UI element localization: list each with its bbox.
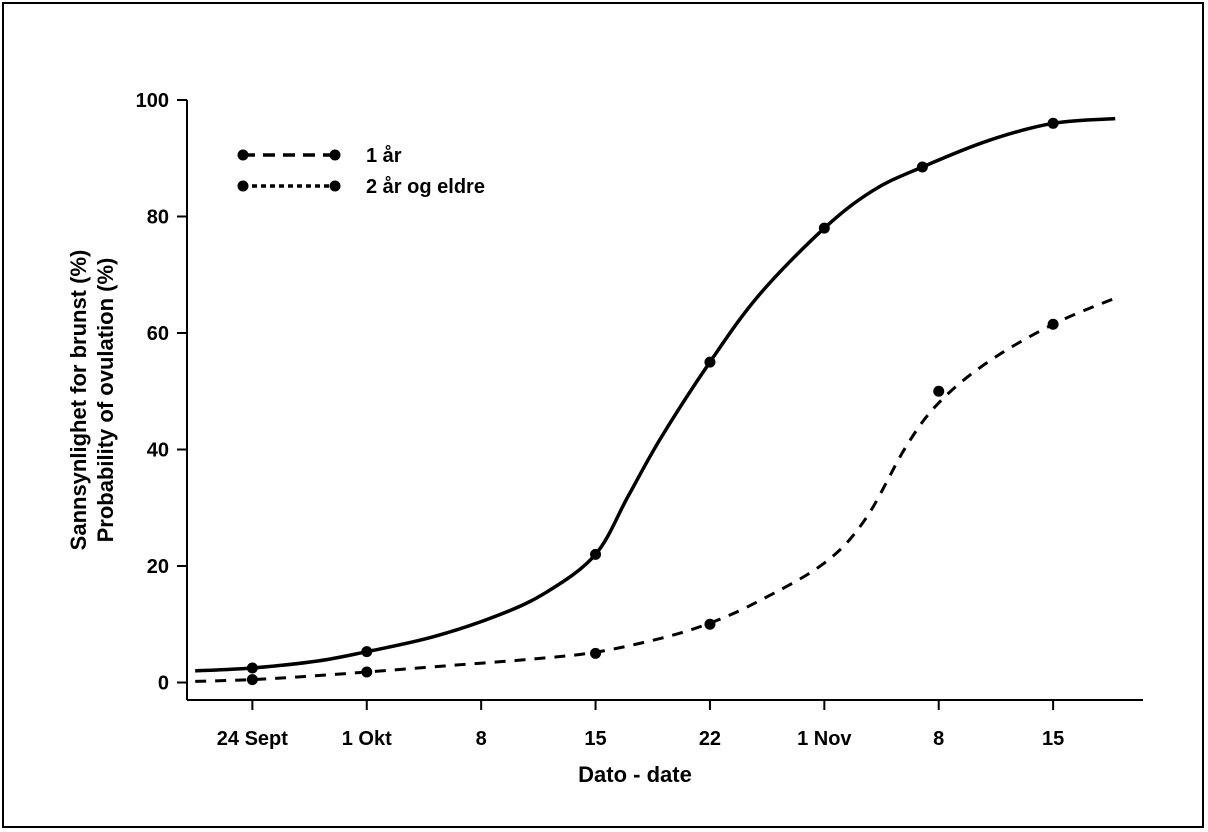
y-tick-label-20: 20 xyxy=(147,556,169,578)
series-1-point-2 xyxy=(590,548,602,560)
series-0-point-5 xyxy=(1047,318,1059,330)
series-0-point-1 xyxy=(361,666,373,678)
series-0-point-2 xyxy=(590,647,602,659)
y-tick-group: 0 20 40 60 80 100 xyxy=(136,90,187,695)
series-curve-1 xyxy=(195,116,1116,673)
x-tick-label-2: 8 xyxy=(476,728,487,750)
y-axis-label-english: Probability of ovulation (%) xyxy=(93,258,118,543)
series-1-point-4 xyxy=(818,222,830,234)
x-tick-label-6: 8 xyxy=(933,728,944,750)
legend: 1 år 2 år og eldre xyxy=(237,144,485,198)
series-1-point-6 xyxy=(1047,117,1059,129)
axes xyxy=(186,100,1143,701)
legend-marker-2-aar-right xyxy=(329,180,341,192)
x-tick-group: 24 Sept 1 Okt 8 15 22 1 Nov 8 15 xyxy=(217,700,1064,750)
legend-marker-1-aar-right xyxy=(329,149,341,161)
curve-group xyxy=(195,116,1116,683)
series-0-point-4 xyxy=(933,385,945,397)
y-tick-label-100: 100 xyxy=(136,90,169,112)
y-axis-label-norwegian: Sannsynlighet for brunst (%) xyxy=(66,250,91,551)
point-group xyxy=(246,117,1059,686)
legend-label-2-aar-og-eldre: 2 år og eldre xyxy=(366,175,485,198)
series-1-point-1 xyxy=(361,646,373,658)
y-tick-label-60: 60 xyxy=(147,323,169,345)
series-1-point-0 xyxy=(246,662,258,674)
y-tick-label-80: 80 xyxy=(147,207,169,229)
series-0-point-3 xyxy=(704,618,716,630)
y-tick-label-40: 40 xyxy=(147,440,169,462)
legend-label-1-aar: 1 år xyxy=(366,144,402,167)
series-0-point-0 xyxy=(246,674,258,686)
y-tick-label-0: 0 xyxy=(158,673,169,695)
legend-marker-1-aar-left xyxy=(237,149,249,161)
x-tick-label-0: 24 Sept xyxy=(217,728,288,750)
legend-marker-2-aar-left xyxy=(237,180,249,192)
x-tick-label-7: 15 xyxy=(1042,728,1064,750)
x-tick-label-4: 22 xyxy=(699,728,721,750)
series-1-point-3 xyxy=(704,356,716,368)
x-tick-label-3: 15 xyxy=(584,728,606,750)
x-tick-label-1: 1 Okt xyxy=(342,728,392,750)
x-tick-label-5: 1 Nov xyxy=(797,728,852,750)
series-1-point-5 xyxy=(916,161,928,173)
x-axis-label: Dato - date xyxy=(578,762,692,787)
series-curve-0 xyxy=(195,296,1116,683)
